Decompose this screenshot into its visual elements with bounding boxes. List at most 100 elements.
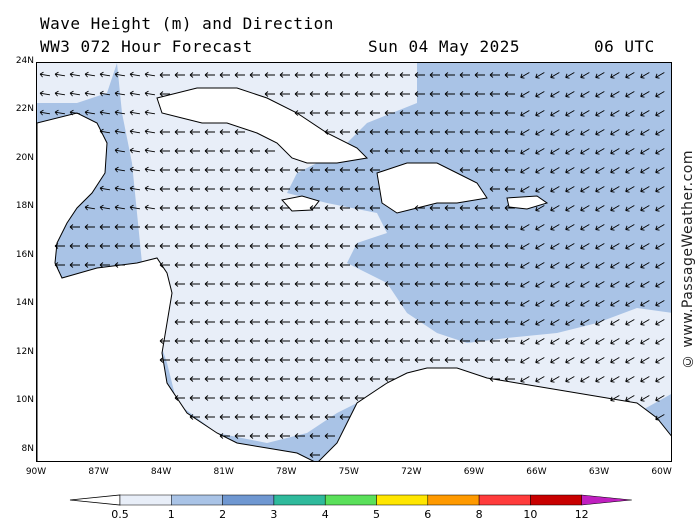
wave-arrow: [309, 224, 320, 230]
wave-arrow: [565, 205, 575, 212]
wave-arrow: [189, 186, 200, 192]
wave-arrow: [174, 395, 185, 401]
wave-arrow: [234, 338, 245, 344]
wave-arrow: [114, 185, 126, 192]
wave-arrow: [189, 319, 200, 325]
wave-arrow: [474, 129, 485, 135]
wave-arrow: [474, 91, 485, 97]
wave-arrow: [234, 224, 245, 230]
wave-arrow: [354, 281, 365, 287]
wave-arrow: [565, 148, 575, 155]
legend-label: 5: [373, 508, 380, 521]
wave-arrow: [279, 224, 290, 230]
land-puerto-rico: [506, 195, 549, 210]
wave-arrow: [444, 224, 455, 230]
wave-arrow: [324, 167, 335, 173]
legend-label: 6: [424, 508, 432, 521]
wave-arrow: [504, 110, 515, 116]
wave-arrow: [279, 376, 290, 382]
wave-arrow: [354, 376, 365, 382]
wave-arrow: [625, 338, 635, 345]
wave-arrow: [489, 262, 500, 268]
wave-arrow: [384, 224, 395, 230]
wave-arrow: [249, 433, 260, 439]
wave-arrow: [565, 319, 575, 326]
wave-arrow: [550, 243, 560, 250]
wave-arrow: [84, 262, 95, 268]
wave-arrow: [369, 224, 380, 230]
wave-arrow: [264, 376, 275, 382]
wave-arrow: [159, 91, 170, 97]
wave-arrow: [54, 262, 65, 268]
latitude-label: 20N: [15, 152, 34, 163]
forecast-date: Sun 04 May 2025: [368, 37, 520, 56]
wave-arrow: [189, 338, 200, 344]
wave-arrow: [474, 281, 485, 287]
wave-arrow: [384, 129, 395, 135]
wave-arrow: [444, 300, 455, 306]
wave-arrow: [99, 224, 110, 230]
wave-arrow: [504, 91, 515, 97]
wave-arrow: [640, 110, 650, 117]
wave-arrow: [640, 281, 650, 288]
wave-arrow: [69, 262, 80, 268]
wave-arrow: [114, 109, 126, 116]
wave-arrow: [369, 376, 380, 382]
wave-arrow: [550, 186, 560, 193]
wave-arrow: [520, 243, 530, 250]
wave-arrow: [324, 395, 335, 401]
wave-arrow: [399, 129, 410, 135]
wave-arrow: [234, 205, 245, 211]
land-yucatan-central-america: [37, 112, 315, 461]
latitude-label: 12N: [15, 346, 34, 357]
wave-arrow: [520, 319, 530, 326]
wave-arrow: [69, 71, 81, 78]
wave-arrow: [504, 148, 515, 154]
wave-arrow: [294, 395, 305, 401]
wave-arrow: [144, 71, 156, 78]
wave-arrow: [294, 91, 305, 97]
wave-arrow: [580, 338, 590, 345]
wave-arrow: [504, 129, 515, 135]
wave-arrow: [459, 148, 470, 154]
wave-arrow: [444, 129, 455, 135]
wave-arrow: [459, 338, 470, 344]
wave-arrow: [69, 109, 81, 116]
wave-arrow: [354, 357, 365, 363]
wave-arrow: [369, 262, 380, 268]
wave-arrow: [159, 357, 170, 363]
wave-arrow: [189, 376, 200, 382]
wave-arrow: [610, 300, 620, 307]
longitude-label: 63W: [588, 467, 610, 477]
wave-arrow: [264, 414, 275, 420]
wave-arrow: [294, 300, 305, 306]
wave-arrow: [640, 91, 650, 98]
wave-arrow: [595, 91, 605, 98]
wave-arrow: [204, 167, 215, 173]
wave-arrow: [520, 357, 530, 364]
wave-arrow: [535, 376, 545, 383]
wave-height-legend: [69, 494, 632, 506]
wave-arrow: [399, 281, 410, 287]
wave-arrow: [625, 205, 635, 212]
wave-arrow: [189, 148, 200, 154]
wave-arrow: [174, 357, 185, 363]
wave-arrow: [625, 281, 635, 288]
wave-arrow: [610, 72, 620, 79]
wave-arrow: [339, 319, 350, 325]
wave-arrow: [279, 243, 290, 249]
wave-arrow: [354, 205, 365, 211]
wave-arrow: [625, 110, 635, 117]
wave-arrow: [489, 129, 500, 135]
wave-arrow: [264, 167, 275, 173]
wave-arrow: [640, 395, 650, 402]
wave-arrow: [655, 338, 665, 345]
wave-arrow: [610, 319, 620, 326]
wave-arrow: [444, 72, 455, 78]
wave-arrow: [294, 167, 305, 173]
wave-arrow: [429, 224, 440, 230]
wave-arrow: [535, 91, 545, 98]
wave-arrow: [294, 72, 305, 78]
wave-arrow: [204, 319, 215, 325]
wave-arrow: [219, 205, 230, 211]
